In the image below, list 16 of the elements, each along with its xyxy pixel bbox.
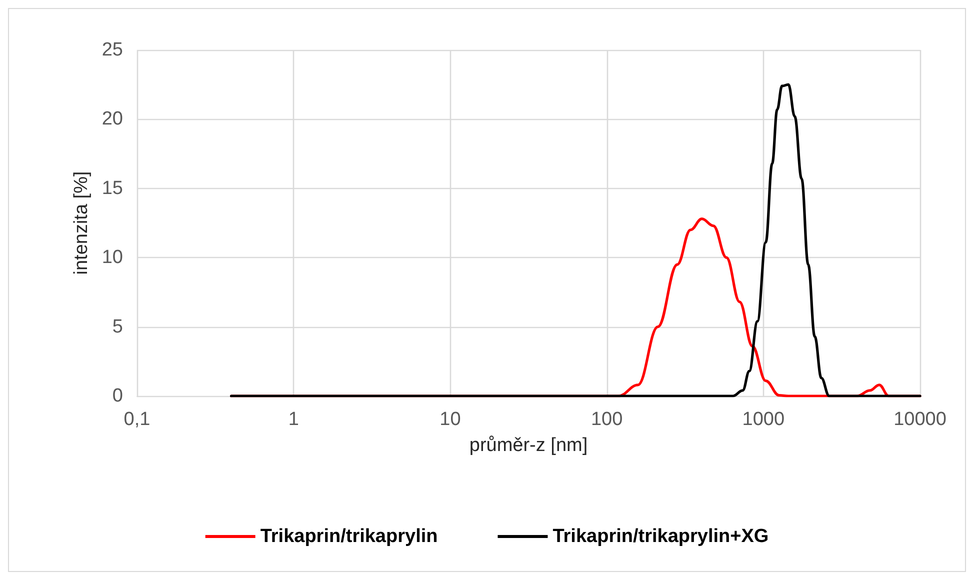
y-tick-label: 25 xyxy=(102,40,123,60)
y-tick-label: 10 xyxy=(102,247,123,268)
x-tick-label: 10 xyxy=(440,409,461,430)
x-tick-label: 10000 xyxy=(894,409,946,430)
x-tick-label: 0,1 xyxy=(124,409,150,430)
x-axis-title: průměr-z [nm] xyxy=(469,435,588,456)
y-tick-label: 0 xyxy=(112,386,123,406)
x-tick-label: 1000 xyxy=(742,409,785,430)
x-tick-label: 1 xyxy=(288,409,299,430)
legend-label: Trikaprin/trikaprylin+XG xyxy=(552,526,769,547)
x-tick-label: 100 xyxy=(590,409,623,430)
y-tick-label: 20 xyxy=(102,108,123,130)
legend-label: Trikaprin/trikaprylin xyxy=(260,526,438,547)
y-tick-label: 15 xyxy=(102,178,123,199)
y-axis-title: intenzita [%] xyxy=(70,171,92,275)
y-tick-label: 5 xyxy=(112,316,123,338)
